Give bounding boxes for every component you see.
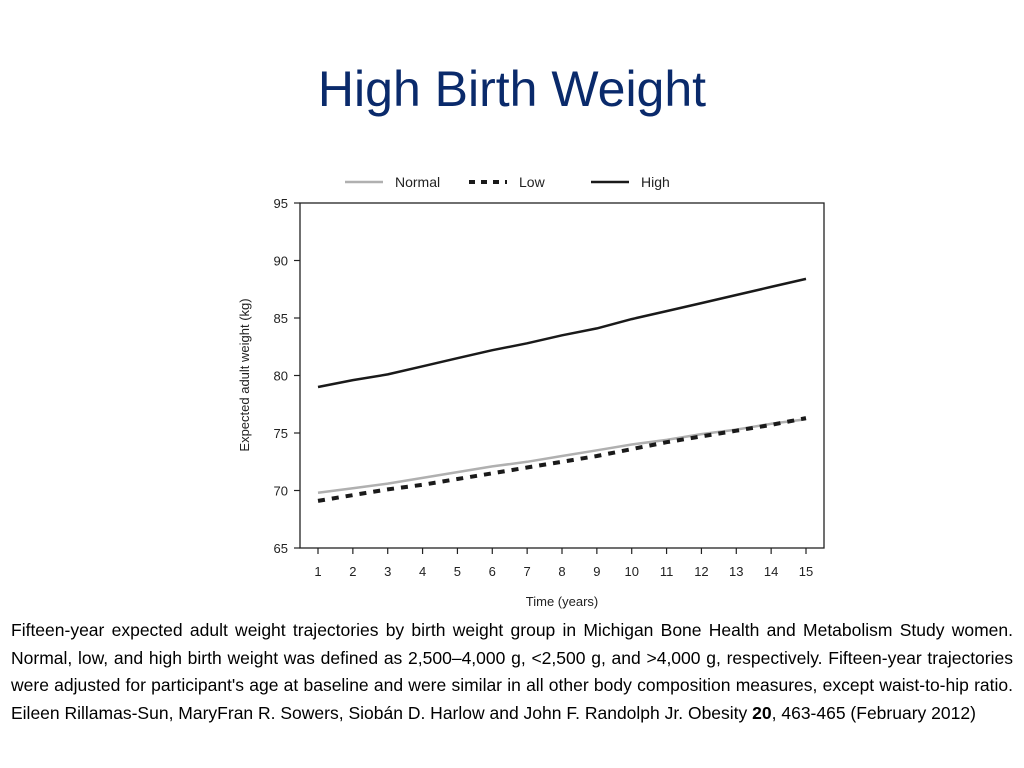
series-line-high (317, 277, 807, 389)
x-axis: 1 2 3 4 5 6 7 8 9 10 11 12 13 14 15 (314, 548, 813, 579)
caption-volume: 20 (752, 702, 772, 723)
y-tick-label: 75 (274, 426, 288, 441)
x-tick-label: 8 (558, 564, 565, 579)
y-tick-label: 90 (274, 254, 288, 269)
y-axis-title: Expected adult weight (kg) (237, 298, 252, 451)
series-lines (317, 277, 807, 503)
caption-text: Fifteen-year expected adult weight traje… (11, 620, 1013, 723)
x-tick-label: 3 (384, 564, 391, 579)
x-tick-label: 15 (799, 564, 813, 579)
legend-label-high: High (641, 174, 670, 190)
legend-label-normal: Normal (395, 174, 440, 190)
x-tick-label: 10 (624, 564, 638, 579)
x-tick-label: 2 (349, 564, 356, 579)
x-tick-label: 7 (524, 564, 531, 579)
x-tick-label: 11 (660, 564, 674, 579)
x-tick-label: 14 (764, 564, 778, 579)
x-tick-label: 5 (454, 564, 461, 579)
figure-caption: Fifteen-year expected adult weight traje… (11, 617, 1013, 727)
slide-title: High Birth Weight (317, 61, 707, 117)
y-tick-label: 65 (274, 541, 288, 556)
y-tick-label: 70 (274, 484, 288, 499)
chart-legend: Normal Low High (345, 174, 670, 190)
x-tick-label: 9 (593, 564, 600, 579)
y-axis: 65 70 75 80 85 90 95 (274, 196, 300, 556)
x-tick-label: 12 (694, 564, 708, 579)
y-tick-label: 80 (274, 369, 288, 384)
x-tick-label: 4 (419, 564, 426, 579)
series-line-low (317, 416, 807, 503)
x-tick-label: 1 (314, 564, 321, 579)
y-tick-label: 95 (274, 196, 288, 211)
y-tick-label: 85 (274, 311, 288, 326)
caption-citation-end: , 463-465 (February 2012) (771, 702, 976, 723)
x-tick-label: 13 (729, 564, 743, 579)
x-tick-label: 6 (489, 564, 496, 579)
legend-label-low: Low (519, 174, 546, 190)
x-axis-title: Time (years) (526, 594, 598, 609)
